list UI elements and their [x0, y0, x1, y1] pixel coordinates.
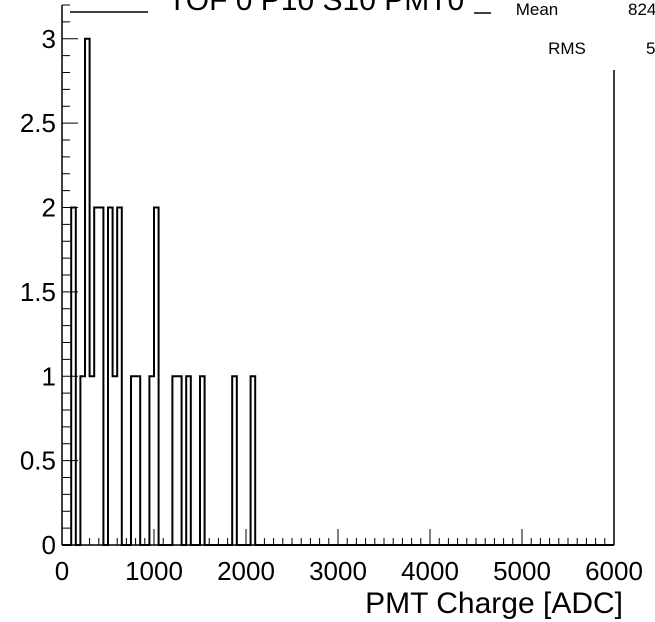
x-tick-label: 0	[55, 556, 69, 586]
title-box: TOF 0 P10 S10 PMT0	[70, 0, 464, 17]
y-tick-label: 2.5	[20, 108, 56, 138]
histogram-bins	[62, 37, 614, 546]
y-tick-label: 2	[42, 193, 56, 223]
y-tick-label: 3	[42, 24, 56, 54]
y-tick-label: 0.5	[20, 446, 56, 476]
x-tick-label: 5000	[493, 556, 551, 586]
chart-title: TOF 0 P10 S10 PMT0	[168, 0, 464, 17]
y-tick-label: 0	[42, 530, 56, 560]
stats-mean-value: 824	[628, 0, 655, 19]
y-tick-label: 1.5	[20, 277, 56, 307]
stats-rms-value: 5	[646, 39, 655, 58]
histogram-outline	[62, 37, 614, 546]
x-tick-label: 3000	[309, 556, 367, 586]
x-tick-label: 6000	[585, 556, 643, 586]
x-axis-title: PMT Charge [ADC]	[365, 587, 623, 620]
stats-box: Mean 824 RMS 5	[474, 0, 655, 58]
y-tick-label: 1	[42, 361, 56, 391]
axes: 0 1000 2000 3000 4000 5000 6000 0 0.5 1 1.5 2 2.5 3	[20, 4, 643, 586]
x-tick-label: 1000	[125, 556, 183, 586]
stats-mean-label: Mean	[516, 0, 559, 19]
x-tick-label: 4000	[401, 556, 459, 586]
x-tick-label: 2000	[217, 556, 275, 586]
stats-rms-label: RMS	[548, 39, 586, 58]
